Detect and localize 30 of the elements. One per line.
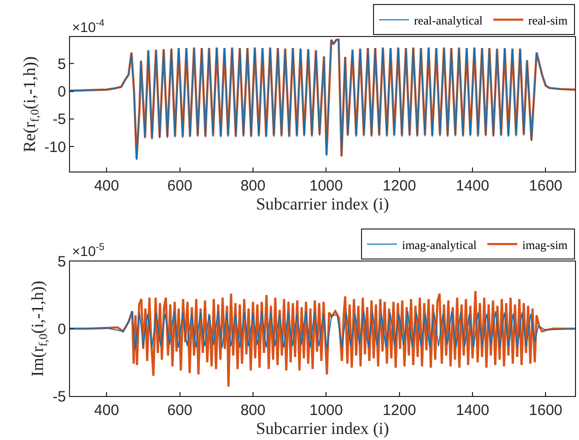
text: ×10$^{-4}$: [72, 18, 106, 35]
x-tick-label: 1400: [456, 178, 490, 195]
y-tick-label: 0: [58, 320, 66, 338]
y-tick-label: 5: [58, 254, 66, 271]
legend-label: imag-sim: [522, 238, 568, 252]
legend-label: real-sim: [528, 13, 568, 28]
x-tick-label: 800: [240, 178, 266, 195]
x-tick-label: 1400: [456, 402, 490, 419]
x-axis-title: Subcarrier index (i): [256, 194, 390, 214]
x-tick-label: 1000: [309, 402, 343, 419]
x-tick-label: 600: [167, 402, 192, 419]
x-tick-label: 1200: [382, 402, 416, 419]
y-tick-label: -10: [44, 138, 66, 156]
x-tick-label: 1000: [309, 178, 343, 195]
x-axis-title: Subcarrier index (i): [256, 419, 390, 438]
text: ×10$^{-5}$: [72, 242, 106, 259]
x-tick-label: 1600: [529, 178, 562, 195]
y-tick-label: -5: [52, 111, 66, 128]
x-tick-label: 600: [167, 178, 192, 195]
x-tick-label: 400: [94, 178, 120, 195]
legend-label: imag-analytical: [402, 238, 478, 252]
x-tick-label: 400: [94, 402, 120, 419]
y-tick-label: 0: [58, 84, 66, 101]
y-tick-label: -5: [52, 388, 66, 406]
x-tick-label: 1600: [529, 402, 562, 419]
x-tick-label: 800: [240, 402, 266, 419]
x-tick-label: 1200: [382, 178, 416, 195]
y-tick-label: 5: [58, 56, 66, 73]
line-series: [70, 290, 575, 388]
legend-label: real-analytical: [414, 13, 484, 28]
